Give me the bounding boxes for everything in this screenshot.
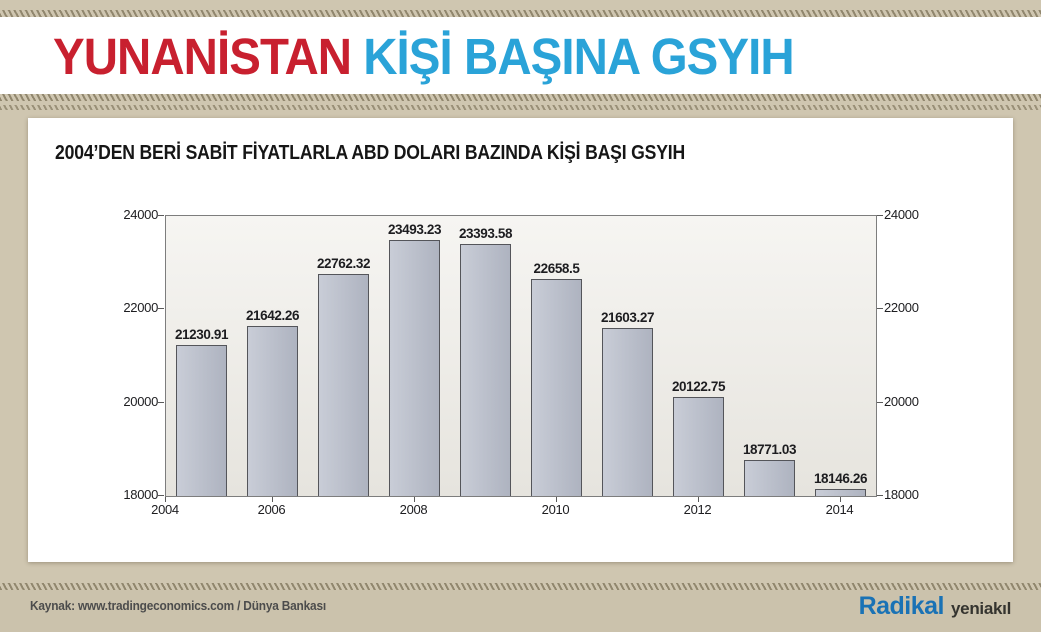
bar-rect xyxy=(672,396,725,496)
y-axis-label-left: 20000 xyxy=(123,393,158,409)
bar-value-label: 21603.27 xyxy=(600,309,655,325)
y-tick-mark-left xyxy=(158,401,164,403)
bar-rect xyxy=(459,244,512,496)
x-tick-mark xyxy=(697,497,699,502)
x-axis-label: 2004 xyxy=(151,502,179,517)
yeniakil-logo: yeniakıl xyxy=(951,599,1011,618)
x-axis-label: 2010 xyxy=(541,502,570,517)
y-tick-mark-right xyxy=(877,215,883,216)
bar-rect xyxy=(814,489,867,496)
x-tick-mark xyxy=(839,497,841,502)
x-axis-label: 2006 xyxy=(257,502,286,517)
bar-group-2006: 21642.26 xyxy=(237,216,308,496)
y-axis-label-right: 22000 xyxy=(884,300,919,316)
stitch-divider-header-1 xyxy=(0,94,1041,101)
header: YUNANİSTAN KİŞİ BAŞINA GSYIH xyxy=(0,17,1041,94)
bar-rect xyxy=(530,278,583,496)
bar-value-label: 23393.58 xyxy=(458,226,513,242)
bar-value-label: 18146.26 xyxy=(813,471,868,487)
bar-rect xyxy=(175,345,228,496)
y-axis-label-right: 24000 xyxy=(884,207,919,222)
bar-value-label: 18771.03 xyxy=(742,442,797,458)
y-axis-label-right: 20000 xyxy=(884,393,919,409)
bar-group-2013: 18771.03 xyxy=(734,216,805,496)
brand-logos: Radikal yeniakıl xyxy=(858,592,1012,621)
bar-chart: 21230.91 21642.26 22762.32 23493.23 23393.58… xyxy=(28,118,1013,562)
x-tick-mark xyxy=(555,497,557,502)
footer: Kaynak: www.tradingeconomics.com / Dünya… xyxy=(0,590,1041,632)
plot-area: 21230.91 21642.26 22762.32 23493.23 23393.58… xyxy=(165,215,877,497)
bar-value-label: 21642.26 xyxy=(245,308,300,324)
bar-value-label: 21230.91 xyxy=(174,327,229,343)
bar-group-2010: 22658.5 xyxy=(521,216,592,496)
bar-value-label: 22762.32 xyxy=(316,255,371,271)
bar-group-2011: 21603.27 xyxy=(592,216,663,496)
bar-rect xyxy=(388,239,441,496)
x-tick-mark xyxy=(413,497,415,502)
stitch-divider-header-2 xyxy=(0,105,1041,110)
bar-rect xyxy=(743,460,796,496)
bar-group-2007: 22762.32 xyxy=(308,216,379,496)
bar-group-2014: 18146.26 xyxy=(805,216,876,496)
y-tick-mark-left xyxy=(158,215,164,216)
title-metric: KİŞİ BAŞINA GSYIH xyxy=(363,28,794,85)
y-tick-mark-right xyxy=(877,495,883,496)
bar-rect xyxy=(601,327,654,496)
y-axis-label-left: 18000 xyxy=(123,487,158,502)
x-axis-label: 2014 xyxy=(825,502,854,517)
bar-rect xyxy=(317,273,370,496)
x-tick-mark xyxy=(271,497,273,502)
source-credit: Kaynak: www.tradingeconomics.com / Dünya… xyxy=(30,599,326,613)
bar-value-label: 20122.75 xyxy=(671,378,726,394)
bar-group-2012: 20122.75 xyxy=(663,216,734,496)
chart-subtitle: 2004’DEN BERİ SABİT FİYATLARLA ABD DOLAR… xyxy=(55,142,686,164)
bar-group-2008: 23493.23 xyxy=(379,216,450,496)
y-tick-mark-left xyxy=(158,495,164,496)
bar-group-2005: 21230.91 xyxy=(166,216,237,496)
title-country: YUNANİSTAN xyxy=(53,28,352,85)
y-axis-label-left: 24000 xyxy=(123,207,158,222)
y-tick-mark-right xyxy=(877,401,883,403)
radikal-logo: Radikal xyxy=(858,592,945,620)
stitch-divider-top xyxy=(0,10,1041,17)
y-axis-label-left: 22000 xyxy=(123,300,158,316)
y-tick-mark-right xyxy=(877,308,883,310)
chart-panel: 2004’DEN BERİ SABİT FİYATLARLA ABD DOLAR… xyxy=(28,118,1013,562)
x-axis-label: 2012 xyxy=(683,502,712,517)
bar-group-2009: 23393.58 xyxy=(450,216,521,496)
bar-value-label: 23493.23 xyxy=(387,221,442,237)
y-axis-label-right: 18000 xyxy=(884,487,919,502)
stitch-divider-footer xyxy=(0,583,1041,590)
bar-rect xyxy=(246,326,299,496)
bar-value-label: 22658.5 xyxy=(533,260,580,276)
x-axis-label: 2008 xyxy=(399,502,428,517)
page-title: YUNANİSTAN KİŞİ BAŞINA GSYIH xyxy=(0,17,968,87)
y-tick-mark-left xyxy=(158,308,164,310)
x-tick-mark xyxy=(165,497,166,502)
